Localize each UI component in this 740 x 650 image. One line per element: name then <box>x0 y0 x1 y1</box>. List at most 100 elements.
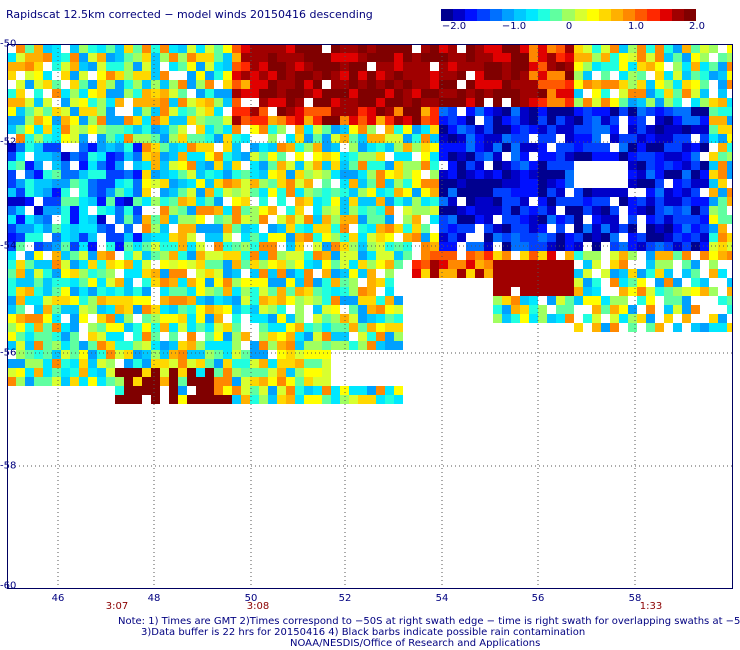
wind-cell <box>160 269 169 278</box>
wind-cell <box>529 44 538 53</box>
wind-cell <box>322 197 331 206</box>
wind-cell <box>160 89 169 98</box>
wind-cell <box>151 134 160 143</box>
wind-cell <box>115 215 124 224</box>
wind-cell <box>79 44 88 53</box>
wind-cell <box>637 134 646 143</box>
wind-cell <box>727 197 733 206</box>
wind-cell <box>718 242 727 251</box>
wind-cell <box>421 188 430 197</box>
wind-cell <box>421 152 430 161</box>
wind-cell <box>313 224 322 233</box>
wind-cell <box>700 71 709 80</box>
wind-cell <box>385 341 394 350</box>
wind-cell <box>727 161 733 170</box>
wind-cell <box>682 242 691 251</box>
wind-cell <box>448 251 457 260</box>
wind-cell <box>628 179 637 188</box>
wind-cell <box>196 161 205 170</box>
wind-cell <box>97 143 106 152</box>
wind-cell <box>205 107 214 116</box>
wind-cell <box>520 179 529 188</box>
wind-cell <box>520 161 529 170</box>
wind-cell <box>124 368 133 377</box>
wind-cell <box>88 287 97 296</box>
wind-cell <box>475 107 484 116</box>
wind-cell <box>628 161 637 170</box>
wind-cell <box>16 197 25 206</box>
wind-cell <box>304 323 313 332</box>
wind-cell <box>232 179 241 188</box>
wind-cell <box>322 341 331 350</box>
wind-cell <box>25 314 34 323</box>
wind-cell <box>718 161 727 170</box>
wind-cell <box>493 161 502 170</box>
wind-cell <box>304 350 313 359</box>
wind-cell <box>664 233 673 242</box>
wind-cell <box>592 287 601 296</box>
wind-cell <box>484 269 493 278</box>
wind-cell <box>196 269 205 278</box>
wind-cell <box>331 314 340 323</box>
wind-cell <box>358 332 367 341</box>
wind-cell <box>502 233 511 242</box>
wind-cell <box>79 161 88 170</box>
wind-cell <box>295 386 304 395</box>
wind-cell <box>295 278 304 287</box>
wind-cell <box>520 296 529 305</box>
wind-cell <box>547 314 556 323</box>
wind-cell <box>259 71 268 80</box>
wind-cell <box>34 107 43 116</box>
wind-cell <box>70 368 79 377</box>
wind-cell <box>448 188 457 197</box>
wind-cell <box>79 206 88 215</box>
wind-cell <box>124 188 133 197</box>
wind-cell <box>160 170 169 179</box>
wind-cell <box>340 170 349 179</box>
wind-cell <box>277 125 286 134</box>
wind-cell <box>97 323 106 332</box>
wind-cell <box>196 134 205 143</box>
wind-cell <box>169 188 178 197</box>
wind-cell <box>601 296 610 305</box>
wind-cell <box>97 278 106 287</box>
wind-cell <box>385 323 394 332</box>
wind-cell <box>457 269 466 278</box>
wind-cell <box>214 44 223 53</box>
wind-cell <box>187 341 196 350</box>
wind-cell <box>151 161 160 170</box>
wind-cell <box>169 152 178 161</box>
wind-cell <box>628 53 637 62</box>
wind-cell <box>124 206 133 215</box>
wind-cell <box>439 197 448 206</box>
wind-cell <box>700 44 709 53</box>
wind-cell <box>637 143 646 152</box>
wind-cell <box>187 161 196 170</box>
wind-cell <box>385 134 394 143</box>
wind-cell <box>574 44 583 53</box>
wind-cell <box>151 251 160 260</box>
wind-cell <box>583 233 592 242</box>
wind-cell <box>277 332 286 341</box>
wind-cell <box>331 251 340 260</box>
wind-cell <box>304 287 313 296</box>
wind-cell <box>52 251 61 260</box>
wind-cell <box>133 89 142 98</box>
wind-cell <box>115 386 124 395</box>
wind-cell <box>493 62 502 71</box>
wind-cell <box>34 98 43 107</box>
wind-cell <box>160 71 169 80</box>
wind-cell <box>367 386 376 395</box>
wind-cell <box>511 134 520 143</box>
wind-cell <box>421 98 430 107</box>
wind-cell <box>385 386 394 395</box>
wind-cell <box>133 341 142 350</box>
wind-cell <box>43 215 52 224</box>
wind-cell <box>394 188 403 197</box>
wind-cell <box>511 80 520 89</box>
wind-cell <box>250 233 259 242</box>
wind-cell <box>358 242 367 251</box>
wind-cell <box>259 332 268 341</box>
wind-cell <box>475 125 484 134</box>
wind-cell <box>457 188 466 197</box>
